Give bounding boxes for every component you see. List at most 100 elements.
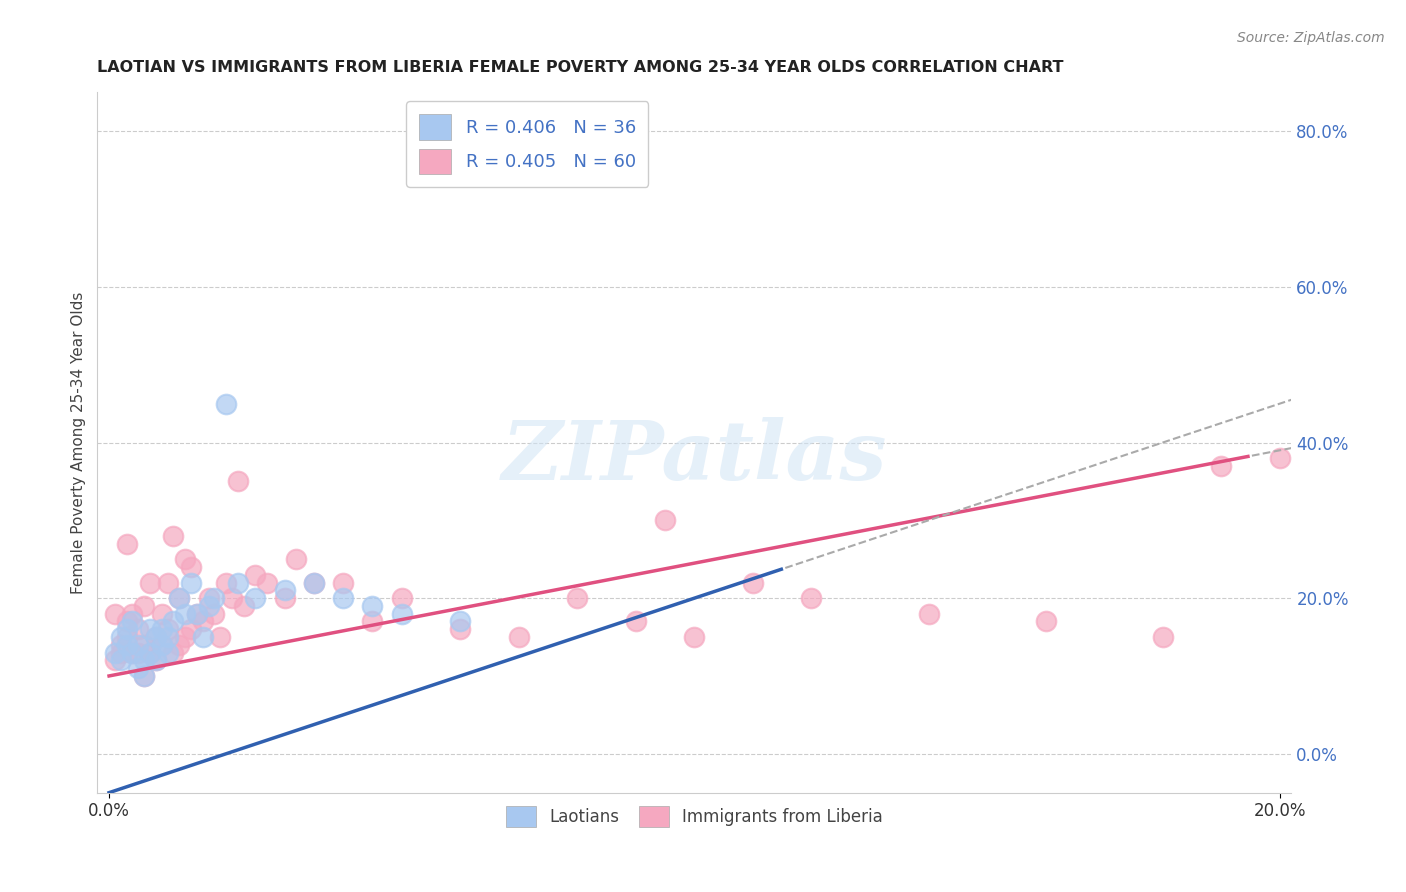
Point [800,591,823,606]
Point [115,630,138,644]
Point [256,575,278,590]
Point [567,591,589,606]
Text: Source: ZipAtlas.com: Source: ZipAtlas.com [1237,31,1385,45]
Point [1211,458,1233,473]
Point [156,622,179,636]
Point [150,638,173,652]
Point [204,607,226,621]
Point [115,615,138,629]
Point [127,646,149,660]
Point [134,669,156,683]
Point [134,599,156,613]
Point [624,615,647,629]
Point [145,653,167,667]
Text: LAOTIAN VS IMMIGRANTS FROM LIBERIA FEMALE POVERTY AMONG 25-34 YEAR OLDS CORRELAT: LAOTIAN VS IMMIGRANTS FROM LIBERIA FEMAL… [97,60,1064,75]
Point [180,622,202,636]
Point [1035,615,1057,629]
Point [139,575,162,590]
Point [169,591,191,606]
Point [134,653,156,667]
Point [169,638,191,652]
Point [104,653,127,667]
Point [139,646,162,660]
Point [197,599,219,613]
Point [332,591,354,606]
Point [209,630,232,644]
Point [180,575,202,590]
Point [180,560,202,574]
Point [145,630,167,644]
Point [245,591,267,606]
Point [654,513,676,527]
Point [121,646,143,660]
Point [226,575,249,590]
Point [134,638,156,652]
Point [191,630,214,644]
Point [302,575,325,590]
Point [1152,630,1174,644]
Point [174,607,197,621]
Point [115,638,138,652]
Point [197,591,219,606]
Point [104,646,127,660]
Point [139,646,162,660]
Point [169,591,191,606]
Point [110,630,132,644]
Point [174,552,197,566]
Point [226,475,249,489]
Point [449,615,471,629]
Point [156,646,179,660]
Point [110,646,132,660]
Point [127,622,149,636]
Point [221,591,243,606]
Point [127,661,149,675]
Point [1268,451,1291,466]
Point [139,622,162,636]
Point [391,607,413,621]
Point [127,638,149,652]
Point [121,615,143,629]
Point [145,630,167,644]
Point [186,607,208,621]
Point [508,630,530,644]
Point [391,591,413,606]
Point [917,607,939,621]
Point [742,575,765,590]
Point [174,630,197,644]
Point [361,599,384,613]
Point [191,615,214,629]
Point [162,529,184,543]
Point [215,397,238,411]
Point [302,575,325,590]
Point [121,646,143,660]
Point [150,638,173,652]
Point [115,537,138,551]
Point [232,599,254,613]
Point [215,575,238,590]
Point [150,607,173,621]
Text: ZIPatlas: ZIPatlas [502,417,887,497]
Point [332,575,354,590]
Point [134,669,156,683]
Point [245,567,267,582]
Point [104,607,127,621]
Point [204,591,226,606]
Legend: Laotians, Immigrants from Liberia: Laotians, Immigrants from Liberia [499,799,890,833]
Point [162,615,184,629]
Point [121,607,143,621]
Point [110,653,132,667]
Point [449,622,471,636]
Point [285,552,308,566]
Point [273,591,295,606]
Point [110,638,132,652]
Point [186,607,208,621]
Y-axis label: Female Poverty Among 25-34 Year Olds: Female Poverty Among 25-34 Year Olds [72,292,86,594]
Point [683,630,706,644]
Point [150,622,173,636]
Point [273,583,295,598]
Point [115,622,138,636]
Point [145,653,167,667]
Point [156,630,179,644]
Point [156,575,179,590]
Point [361,615,384,629]
